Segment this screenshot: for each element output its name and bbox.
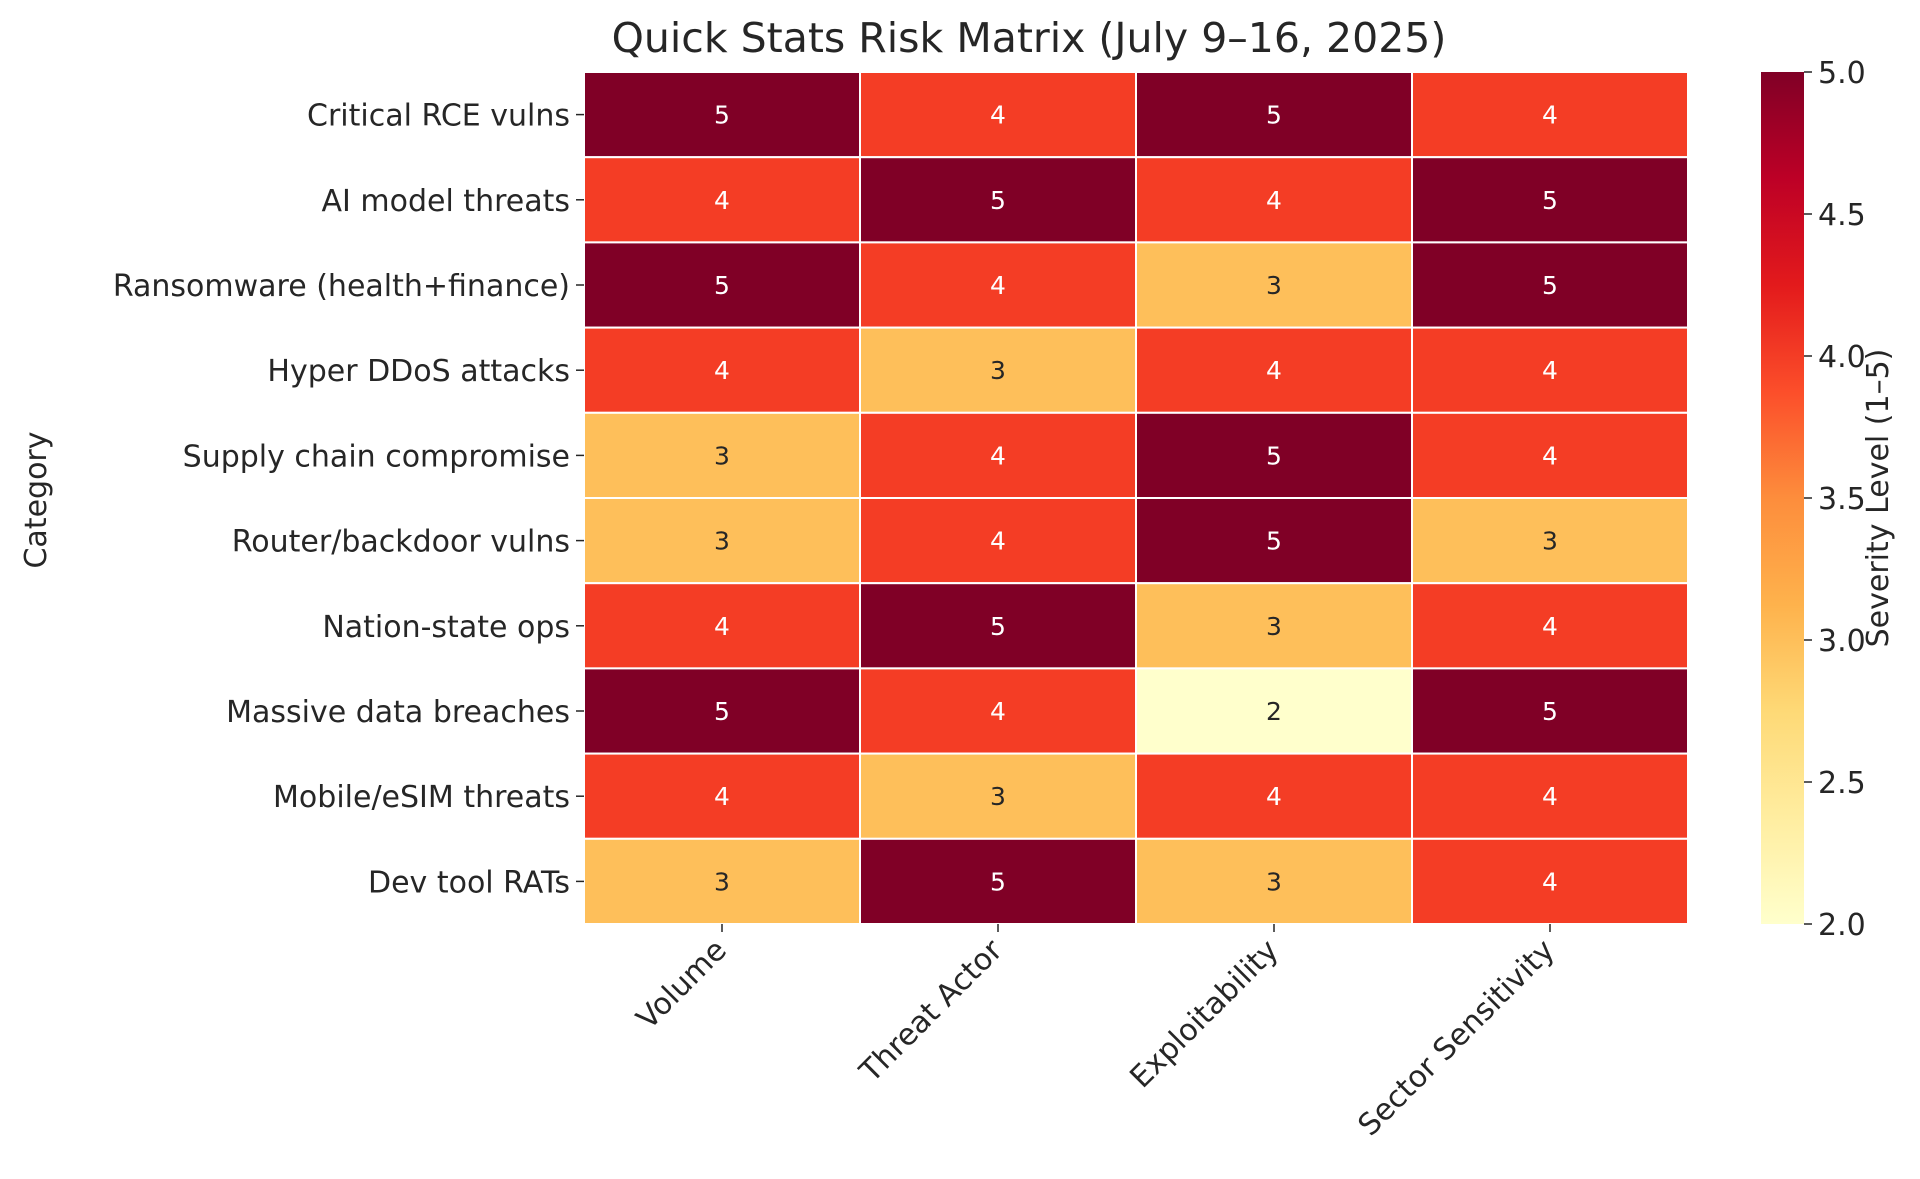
x-tick-label-sector-sensitivity: Sector Sensitivity <box>1352 933 1562 1143</box>
heatmap-cell <box>859 71 1137 159</box>
cell-value-label: 3 <box>1266 271 1282 300</box>
y-tick-label-ai-model-threats: AI model threats <box>321 184 570 219</box>
heatmap-cell <box>1135 71 1413 159</box>
colorbar-gradient <box>1761 72 1804 924</box>
cell-value-label: 5 <box>1266 527 1282 556</box>
y-tick-label-mobile-esim-threats: Mobile/eSIM threats <box>273 780 570 815</box>
cell-value-label: 3 <box>1266 612 1282 641</box>
cell-value-label: 4 <box>714 186 730 215</box>
cell-value-label: 4 <box>1542 782 1558 811</box>
cell-value-label: 5 <box>1266 441 1282 470</box>
colorbar: 2.0 2.5 3.0 3.5 4.0 4.5 5.0 Severity Level (1–… <box>1761 56 1896 943</box>
heatmap-cell <box>1135 411 1413 499</box>
cell-value-label: 3 <box>714 867 730 896</box>
y-tick-label-hyper-ddos-attacks: Hyper DDoS attacks <box>267 354 570 389</box>
cell-value-label: 5 <box>1542 697 1558 726</box>
heatmap-cell <box>1411 582 1689 670</box>
chart-title: Quick Stats Risk Matrix (July 9–16, 2025… <box>612 14 1447 62</box>
cell-value-label: 3 <box>1542 527 1558 556</box>
cell-value-label: 5 <box>990 867 1006 896</box>
cell-value-label: 5 <box>1542 271 1558 300</box>
cell-value-label: 4 <box>990 101 1006 130</box>
cell-value-label: 5 <box>714 101 730 130</box>
cell-value-label: 4 <box>1266 356 1282 385</box>
cell-value-label: 4 <box>1542 101 1558 130</box>
heatmap-cell <box>859 241 1137 329</box>
cell-value-label: 5 <box>714 271 730 300</box>
cell-value-label: 4 <box>990 441 1006 470</box>
heatmap-cells: 5 4 5 4 4 5 4 5 5 4 3 5 4 3 4 4 3 4 5 4 3 4 5 3 4 5 3 4 5 4 2 5 4 3 4 4 3 5 3 4 <box>583 71 1689 925</box>
heatmap-cell <box>1411 497 1689 585</box>
cell-value-label: 4 <box>1542 441 1558 470</box>
y-tick-label-massive-data-breaches: Massive data breaches <box>226 695 570 730</box>
cell-value-label: 4 <box>1542 867 1558 896</box>
colorbar-tick-label: 3.5 <box>1818 482 1866 517</box>
heatmap-cell <box>1411 156 1689 244</box>
cell-value-label: 3 <box>714 441 730 470</box>
y-tick-label-ransomware-health-finance: Ransomware (health+finance) <box>113 269 570 304</box>
heatmap-cell <box>583 837 861 925</box>
heatmap-cell <box>583 497 861 585</box>
y-tick-label-router-backdoor-vulns: Router/backdoor vulns <box>232 525 570 560</box>
cell-value-label: 4 <box>1266 782 1282 811</box>
cell-value-label: 5 <box>990 186 1006 215</box>
cell-value-label: 4 <box>990 271 1006 300</box>
colorbar-ticks: 2.0 2.5 3.0 3.5 4.0 4.5 5.0 <box>1804 56 1866 943</box>
heatmap-cell <box>859 326 1137 414</box>
colorbar-tick-label: 4.0 <box>1818 340 1866 375</box>
heatmap-cell <box>859 411 1137 499</box>
cell-value-label: 2 <box>1266 697 1282 726</box>
cell-value-label: 4 <box>990 527 1006 556</box>
cell-value-label: 3 <box>990 356 1006 385</box>
cell-value-label: 4 <box>1542 356 1558 385</box>
cell-value-label: 5 <box>714 697 730 726</box>
y-tick-label-nation-state-ops: Nation-state ops <box>322 610 570 645</box>
x-tick-label-exploitability: Exploitability <box>1123 933 1285 1095</box>
cell-value-label: 4 <box>1266 186 1282 215</box>
colorbar-tick-label: 3.0 <box>1818 624 1866 659</box>
heatmap-cell <box>1135 837 1413 925</box>
cell-value-label: 5 <box>1542 186 1558 215</box>
cell-value-label: 3 <box>1266 867 1282 896</box>
x-tick-label-threat-actor: Threat Actor <box>853 932 1011 1090</box>
cell-value-label: 3 <box>714 527 730 556</box>
x-tick-label-volume: Volume <box>630 933 734 1037</box>
y-axis: Critical RCE vulns AI model threats Ransom… <box>113 99 584 900</box>
cell-value-label: 4 <box>990 697 1006 726</box>
heatmap-cell <box>583 667 861 755</box>
y-tick-label-critical-rce-vulns: Critical RCE vulns <box>307 99 570 134</box>
heatmap-cell <box>1135 497 1413 585</box>
x-axis: Volume Threat Actor Exploitability Sector S… <box>630 924 1562 1143</box>
heatmap-cell <box>1411 411 1689 499</box>
colorbar-tick-label: 2.0 <box>1818 908 1866 943</box>
cell-value-label: 4 <box>1542 612 1558 641</box>
heatmap-cell <box>1135 582 1413 670</box>
y-tick-label-supply-chain-compromise: Supply chain compromise <box>183 439 570 474</box>
heatmap-cell <box>859 156 1137 244</box>
colorbar-tick-label: 5.0 <box>1818 56 1866 91</box>
heatmap-cell <box>1411 752 1689 840</box>
heatmap-cell <box>1135 667 1413 755</box>
heatmap-cell <box>1411 71 1689 159</box>
colorbar-label: Severity Level (1–5) <box>1861 349 1896 648</box>
colorbar-tick-label: 2.5 <box>1818 766 1866 801</box>
cell-value-label: 3 <box>990 782 1006 811</box>
heatmap-cell <box>583 582 861 670</box>
cell-value-label: 5 <box>990 612 1006 641</box>
heatmap-cell <box>859 497 1137 585</box>
heatmap-cell <box>859 837 1137 925</box>
heatmap-cell <box>1411 241 1689 329</box>
heatmap-cell <box>1411 837 1689 925</box>
y-axis-title: Category <box>19 431 54 568</box>
cell-value-label: 4 <box>714 612 730 641</box>
y-tick-label-dev-tool-rats: Dev tool RATs <box>368 865 570 900</box>
heatmap-cell <box>1411 326 1689 414</box>
cell-value-label: 4 <box>714 356 730 385</box>
colorbar-tick-label: 4.5 <box>1818 198 1866 233</box>
heatmap-cell <box>583 71 861 159</box>
cell-value-label: 5 <box>1266 101 1282 130</box>
cell-value-label: 4 <box>714 782 730 811</box>
